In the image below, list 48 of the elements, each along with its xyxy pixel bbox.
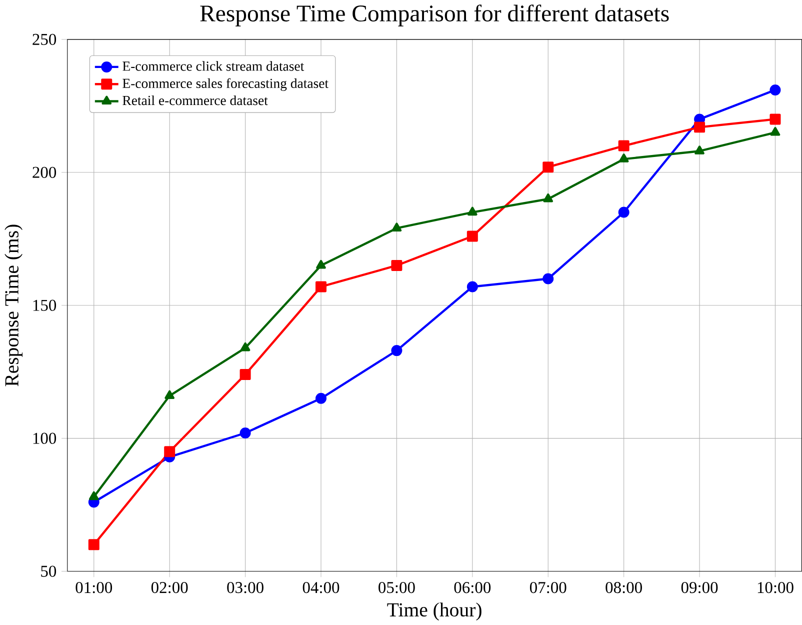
- x-tick-label: 07:00: [530, 582, 566, 594]
- point: [164, 446, 176, 458]
- x-tick-label: 09:00: [681, 582, 718, 594]
- point: [543, 193, 554, 202]
- point: [542, 162, 554, 173]
- x-tick-label: 04:00: [302, 582, 340, 594]
- point: [468, 206, 478, 216]
- x-tick-label: 01:00: [76, 582, 112, 594]
- x-tick-label: 02:00: [151, 582, 188, 594]
- legend-label: Retail e-commerce dataset: [122, 95, 268, 106]
- point: [770, 126, 780, 136]
- point: [466, 230, 478, 242]
- point: [391, 344, 402, 356]
- point: [694, 146, 704, 154]
- y-tick-label: 150: [33, 300, 56, 311]
- y-tick-label: 100: [33, 432, 56, 444]
- legend-label: E-commerce sales forecasting dataset: [122, 78, 328, 91]
- x-tick-label: 08:00: [606, 582, 642, 594]
- point: [618, 206, 630, 218]
- point: [466, 281, 478, 292]
- point: [240, 368, 251, 380]
- point: [316, 392, 326, 404]
- legend-label: E-commerce click stream dataset: [122, 61, 304, 71]
- y-axis-title: Response Time (ms): [4, 224, 23, 386]
- x-tick-label: 06:00: [454, 582, 491, 594]
- point: [316, 260, 326, 269]
- x-tick-label: 10:00: [758, 582, 794, 594]
- point: [542, 273, 554, 284]
- point: [694, 122, 706, 133]
- point: [240, 427, 251, 438]
- point: [770, 84, 781, 96]
- y-tick-label: 50: [41, 566, 56, 577]
- y-tick-label: 200: [32, 166, 56, 178]
- point: [391, 260, 402, 271]
- x-tick-label: 05:00: [378, 582, 415, 594]
- point: [618, 140, 630, 152]
- x-axis-title: Time (hour): [387, 602, 482, 620]
- point: [240, 342, 250, 352]
- point: [316, 281, 326, 292]
- point: [618, 154, 629, 162]
- point: [770, 114, 781, 125]
- point: [392, 222, 402, 232]
- y-tick-label: 250: [32, 34, 56, 45]
- chart-title: Response Time Comparison for different datasets: [200, 4, 669, 26]
- point: [164, 390, 174, 399]
- point: [88, 539, 100, 550]
- point: [88, 491, 99, 500]
- x-tick-label: 03:00: [227, 582, 264, 594]
